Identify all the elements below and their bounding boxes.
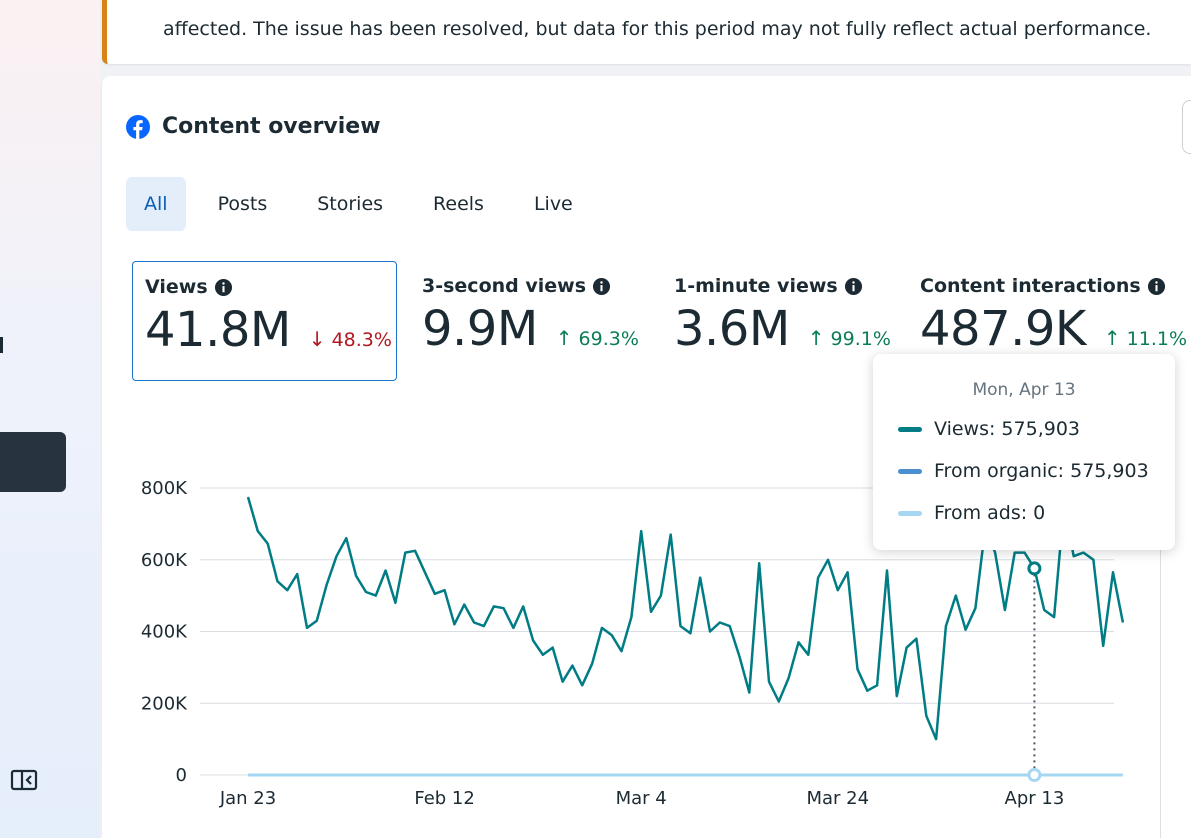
y-tick-label: 600K (141, 550, 188, 571)
info-icon[interactable] (844, 277, 863, 296)
chart-tooltip: Mon, Apr 13 Views: 575,903 From organic:… (873, 354, 1175, 550)
y-tick-label: 400K (141, 622, 188, 643)
info-icon[interactable] (214, 278, 233, 297)
y-tick-label: 800K (141, 478, 188, 499)
legend-swatch (898, 468, 922, 474)
arrow-up-icon: ↑ (555, 326, 573, 350)
metric-change: 69.3% (578, 328, 639, 350)
tooltip-row-organic: From organic: 575,903 (898, 460, 1149, 482)
metric-change: 48.3% (331, 329, 392, 351)
metric-views[interactable]: Views 41.8M ↓ 48.3% (132, 261, 397, 381)
tooltip-label: From ads: 0 (934, 502, 1046, 524)
chart-right-border (1160, 528, 1161, 838)
metric-label: 3-second views (422, 275, 587, 297)
y-tick-label: 200K (141, 693, 188, 714)
tooltip-label: From organic: 575,903 (934, 460, 1149, 482)
tab-stories[interactable]: Stories (317, 193, 384, 215)
tab-reels[interactable]: Reels (433, 193, 484, 215)
metric-value: 9.9M (422, 301, 538, 357)
card-action-edge[interactable] (1182, 100, 1191, 154)
metric-value: 3.6M (674, 301, 790, 357)
tab-all[interactable]: All (126, 177, 186, 231)
metric-value: 41.8M (145, 302, 291, 358)
x-tick-label: Feb 12 (414, 788, 475, 809)
left-sidebar (0, 0, 100, 838)
sidebar-active-item[interactable] (0, 432, 66, 492)
metric-change: 11.1% (1126, 328, 1188, 350)
info-icon[interactable] (592, 277, 611, 296)
facebook-icon (126, 114, 150, 139)
info-icon[interactable] (1147, 277, 1166, 296)
collapse-sidebar-icon[interactable] (10, 768, 40, 792)
tab-live[interactable]: Live (533, 193, 573, 215)
x-tick-label: Mar 4 (616, 788, 667, 809)
metric-label: Content interactions (920, 275, 1141, 297)
tooltip-row-views: Views: 575,903 (898, 418, 1080, 440)
tooltip-row-ads: From ads: 0 (898, 502, 1045, 524)
tooltip-label: Views: 575,903 (934, 418, 1080, 440)
x-tick-label: Mar 24 (807, 788, 870, 809)
arrow-up-icon: ↑ (807, 326, 825, 350)
x-tick-label: Apr 13 (1005, 788, 1065, 809)
x-tick-label: Jan 23 (219, 788, 276, 809)
series-line-views (246, 496, 1125, 741)
metric-value: 487.9K (920, 301, 1086, 357)
banner-text: affected. The issue has been resolved, b… (163, 18, 1152, 40)
y-tick-label: 0 (176, 765, 187, 786)
metric-label: 1-minute views (674, 275, 838, 297)
metric-change: 99.1% (830, 328, 891, 350)
arrow-up-icon: ↑ (1103, 326, 1121, 350)
arrow-down-icon: ↓ (308, 327, 326, 351)
tooltip-date: Mon, Apr 13 (972, 380, 1076, 400)
metric-1-minute-views[interactable]: 1-minute views 3.6M ↑ 99.1% (662, 261, 897, 381)
legend-swatch (898, 426, 922, 432)
card-header: Content overview (126, 114, 381, 139)
metric-content-interactions[interactable]: Content interactions 487.9K ↑ 11.1% (908, 261, 1191, 381)
card-title: Content overview (162, 114, 381, 139)
tab-posts[interactable]: Posts (217, 193, 268, 215)
legend-swatch (898, 510, 922, 516)
notice-banner: affected. The issue has been resolved, b… (102, 0, 1191, 64)
hover-point-ads (1027, 768, 1042, 782)
sidebar-item-marker[interactable] (0, 337, 3, 353)
metric-label: Views (145, 276, 208, 298)
hover-point-views (1027, 561, 1042, 576)
metric-3-second-views[interactable]: 3-second views 9.9M ↑ 69.3% (410, 261, 650, 381)
content-type-tabs: All Posts Stories Reels Live (126, 177, 605, 231)
